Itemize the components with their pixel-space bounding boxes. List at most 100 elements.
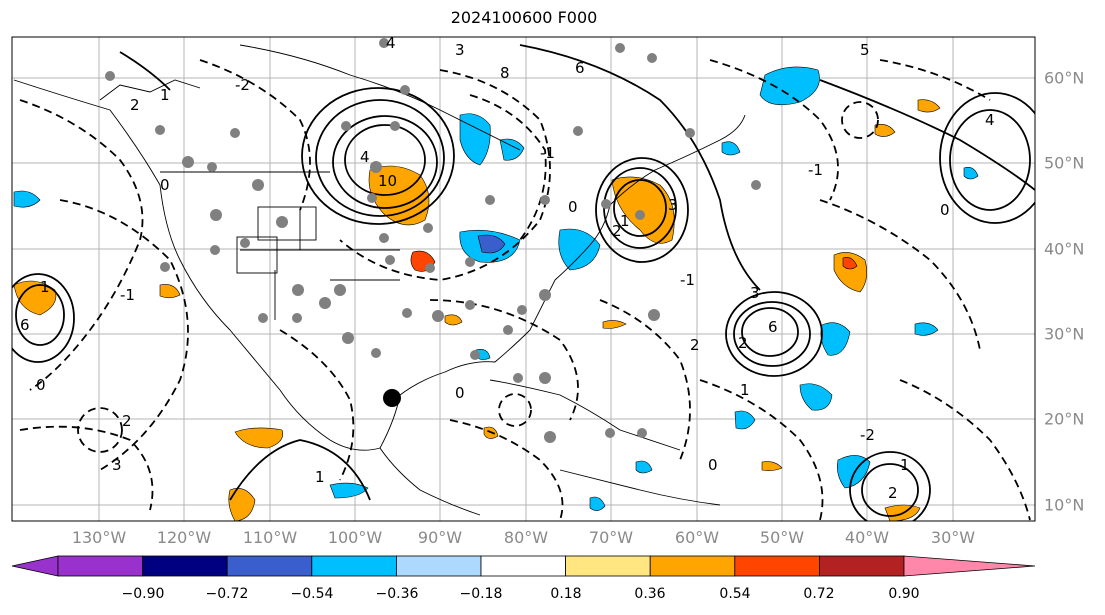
colorbar-tick: −0.72 [205,586,249,602]
negative-anomaly [558,228,601,271]
lon-label: 100°W [327,528,383,547]
colorbar-bin [226,555,313,577]
contour-label: 6 [575,59,585,77]
positive-anomaly [159,284,181,299]
colorbar-tick: 0.18 [550,586,582,602]
contour-label: 5 [860,41,870,59]
negative-anomaly [589,496,606,511]
contour-label: 4 [360,148,370,166]
positive-anomaly [444,314,463,326]
contour-label: 10 [378,172,397,190]
positive-anomaly [234,427,283,449]
contour-label: 1 [40,278,50,296]
contour-label: -1 [808,161,823,179]
contour-label: 0 [160,176,170,194]
contour-label: 0 [455,384,465,402]
lat-label: 20°N [1044,409,1085,429]
contour-label: 1 [740,381,750,399]
storm-center-marker [383,389,401,407]
contour-label: 2 [612,222,622,240]
colorbar-tick: 0.36 [634,586,666,602]
lon-label: 110°W [242,528,298,547]
contour-label: 2 [690,336,700,354]
solid-contours [12,44,1035,521]
colorbar-bin [480,555,566,577]
station-dots [105,38,761,443]
contour-label: 8 [500,64,510,82]
contour-label: 2 [122,412,132,430]
lon-label: 90°W [417,528,463,547]
negative-anomaly [914,322,939,336]
negative-anomaly [799,383,833,411]
colorbar-bin [819,555,905,577]
colorbar-tick: 0.90 [888,586,920,602]
contour-label: 2 [130,96,140,114]
contour-label: 4 [985,111,995,129]
colorbar-under-extend [11,555,59,577]
negative-anomaly [963,167,979,180]
lat-label: 30°N [1044,324,1085,344]
colorbar [11,555,1036,577]
colorbar-bin [734,555,820,577]
colorbar-tick: −0.36 [375,586,419,602]
lon-label: 120°W [156,528,212,547]
positive-anomaly [13,280,57,316]
lon-label: 60°W [674,528,720,547]
contour-label: 1 [620,212,630,230]
contour-label: -2 [235,76,250,94]
positive-anomaly [761,461,783,471]
contour-label: 3 [455,41,465,59]
contour-label: 6 [768,318,778,336]
negative-anomaly [635,460,653,474]
colorbar-over-extend [903,555,1036,577]
map-frame [11,36,1036,522]
dashed-contours [19,59,1031,521]
lon-label: 70°W [588,528,634,547]
colorbar-bin [395,555,482,577]
contour-label: 1 [900,456,910,474]
lat-label: 50°N [1044,153,1085,173]
plot-title: 2024100600 F000 [450,8,598,27]
contour-labels: 4 3 568210-1-21043210-1263210-1-22140-1123… [20,37,995,502]
negative-anomaly [759,66,820,106]
colorbar-tick: −0.18 [459,586,503,602]
colorbar-tick: 0.54 [719,586,751,602]
contour-label: 3 [668,196,678,214]
contour-label: 0 [940,201,950,219]
lon-label: 80°W [503,528,549,547]
contour-label: 1 [315,468,325,486]
contour-label: 0 [36,376,46,394]
contour-label: 0 [568,198,578,216]
positive-anomaly [833,252,867,293]
colorbar-bin [649,555,736,577]
colorbar-bin [57,555,143,577]
lon-label: 30°W [930,528,976,547]
negative-anomaly [13,190,41,208]
lat-label: 40°N [1044,239,1085,259]
negative-anomaly [499,138,525,161]
contour-label: -1 [680,271,695,289]
colorbar-bin [565,555,651,577]
strong-negative-anomaly [477,234,506,254]
contour-label: 3 [112,456,122,474]
contour-label: 2 [888,484,898,502]
colorbar-bin [311,555,397,577]
contour-label: 6 [20,316,30,334]
colorbar-bin [142,555,228,577]
contour-label: -2 [860,426,875,444]
negative-anomaly [721,141,741,156]
negative-anomaly [459,113,491,166]
positive-anomaly [602,320,627,329]
colorbar-tick: −0.90 [121,586,165,602]
colorbar-tick: 0.72 [803,586,835,602]
lon-label: 50°W [759,528,805,547]
positive-anomaly [917,99,941,113]
shaded-anomalies [13,66,979,521]
contour-label: 3 [750,284,760,302]
contour-label: 2 [738,334,748,352]
positive-anomaly [874,124,896,137]
colorbar-tick: −0.54 [290,586,334,602]
contour-label: 1 [160,86,170,104]
positive-anomaly [368,165,430,226]
